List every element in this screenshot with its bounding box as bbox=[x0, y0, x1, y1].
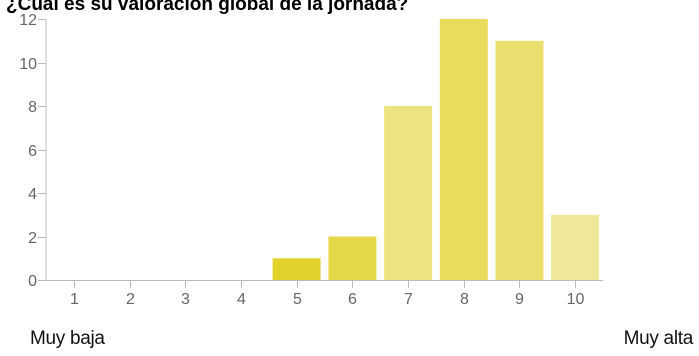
y-axis: 0 2 4 6 8 10 12 bbox=[19, 12, 47, 290]
x-tick-label: 9 bbox=[515, 291, 524, 308]
y-tick-label: 12 bbox=[19, 12, 37, 29]
y-tick-label: 0 bbox=[28, 273, 37, 290]
scale-high-label: Muy alta bbox=[623, 328, 694, 349]
x-tick-label: 8 bbox=[460, 291, 469, 308]
x-tick-label: 2 bbox=[126, 291, 135, 308]
bar-10 bbox=[551, 214, 600, 281]
y-tick-label: 6 bbox=[28, 143, 37, 160]
x-tick-label: 7 bbox=[404, 291, 413, 308]
y-tick-label: 10 bbox=[19, 56, 37, 73]
y-tick-label: 4 bbox=[28, 186, 37, 203]
x-tick-label: 6 bbox=[348, 291, 357, 308]
bar-5 bbox=[272, 258, 321, 281]
scale-low-label: Muy baja bbox=[30, 328, 105, 349]
x-tick-label: 5 bbox=[293, 291, 302, 308]
chart-title: ¿Cuál es su valoración global de la jorn… bbox=[6, 0, 408, 15]
bars bbox=[272, 19, 600, 281]
y-tick-label: 2 bbox=[28, 230, 37, 247]
y-tick-label: 8 bbox=[28, 99, 37, 116]
x-tick-label: 1 bbox=[70, 291, 79, 308]
x-tick-label: 4 bbox=[237, 291, 246, 308]
bar-6 bbox=[328, 236, 377, 280]
x-axis: 1 2 3 4 5 6 7 8 9 10 bbox=[38, 280, 603, 308]
bar-8 bbox=[439, 19, 488, 280]
bar-7 bbox=[384, 106, 433, 280]
x-tick-label: 10 bbox=[567, 291, 585, 308]
bar-9 bbox=[495, 40, 544, 281]
bar-chart: ¿Cuál es su valoración global de la jorn… bbox=[6, 0, 603, 308]
x-tick-label: 3 bbox=[181, 291, 190, 308]
